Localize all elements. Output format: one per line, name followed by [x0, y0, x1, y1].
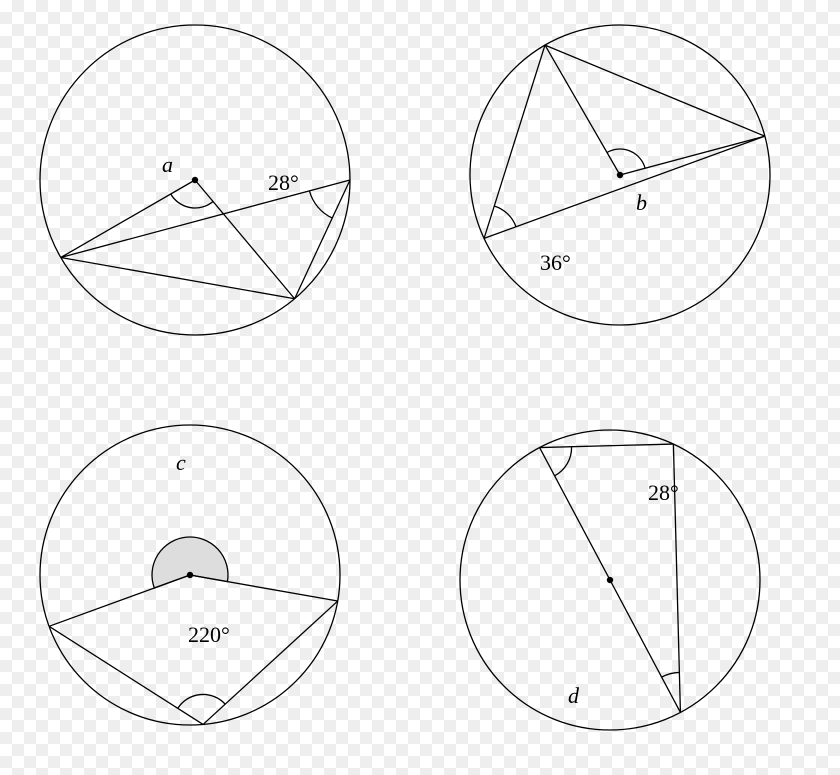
- chord: [545, 45, 620, 175]
- chord: [545, 45, 765, 136]
- chord: [61, 258, 295, 299]
- angle-label: 36°: [540, 250, 571, 275]
- center-dot: [607, 577, 613, 583]
- center-dot: [187, 572, 193, 578]
- angle-label: 28°: [268, 170, 299, 195]
- center-dot: [617, 172, 623, 178]
- chord: [540, 444, 674, 448]
- chord: [203, 601, 338, 724]
- angle-label: c: [176, 450, 186, 475]
- chord: [61, 180, 195, 258]
- angle-label: b: [636, 190, 647, 215]
- chord: [620, 136, 765, 175]
- angle-arc: [555, 447, 572, 476]
- center-dot: [192, 177, 198, 183]
- angle-label: d: [568, 683, 580, 708]
- chord: [295, 180, 350, 299]
- chord: [484, 136, 765, 238]
- angle-arc: [494, 206, 516, 227]
- angle-arc: [171, 194, 213, 208]
- angle-arc: [607, 149, 645, 168]
- chord: [190, 575, 338, 601]
- geometry-figure: a 28° b 36° c 220° 28° d: [0, 0, 840, 775]
- angle-arc: [178, 694, 225, 708]
- angle-arc: [662, 672, 680, 677]
- chord: [484, 45, 545, 238]
- chord: [49, 626, 203, 724]
- angle-label: 28°: [648, 480, 679, 505]
- chord: [195, 180, 295, 299]
- angle-label: 220°: [188, 622, 230, 647]
- angle-label: a: [162, 152, 173, 177]
- angle-arc: [309, 191, 332, 218]
- chord: [49, 575, 190, 626]
